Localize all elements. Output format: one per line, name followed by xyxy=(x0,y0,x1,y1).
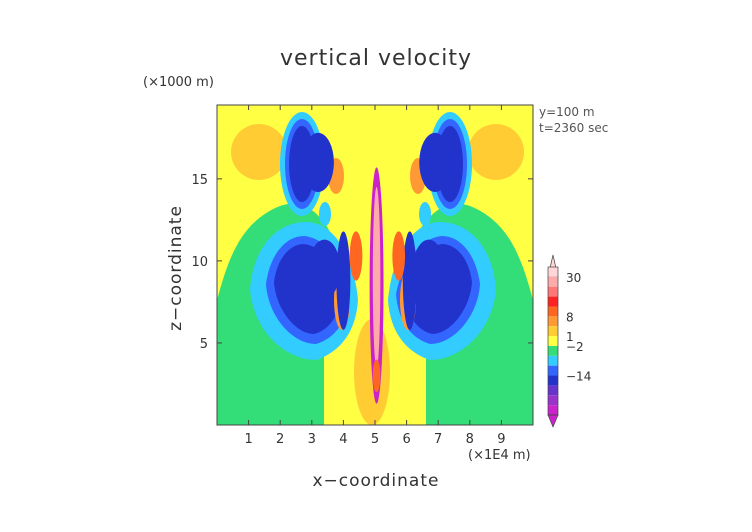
x-tick-label: 9 xyxy=(497,432,505,447)
cell-region-2 xyxy=(372,359,381,393)
x-tick-label: 5 xyxy=(371,432,379,447)
annotation-time: t=2360 sec xyxy=(539,121,609,135)
colorbar-level xyxy=(548,365,558,376)
colorbar-level xyxy=(548,326,558,337)
cell-region-7 xyxy=(308,239,341,299)
y-tick-label: 15 xyxy=(191,173,208,188)
y-tick-label: 10 xyxy=(191,255,208,270)
annotation-y-position: y=100 m xyxy=(539,105,595,119)
colorbar-level xyxy=(548,336,558,346)
colorbar-level xyxy=(548,345,558,356)
colorbar-level xyxy=(548,395,558,406)
x-tick-label: 7 xyxy=(434,432,442,447)
x-tick-label: 1 xyxy=(244,432,252,447)
colorbar-label: −2 xyxy=(566,340,584,354)
x-tick-label: 4 xyxy=(339,432,347,447)
colorbar-label: 30 xyxy=(566,271,581,285)
x-tick-label: 3 xyxy=(308,432,316,447)
x-tick-label: 6 xyxy=(402,432,410,447)
chart-title: vertical velocity xyxy=(279,46,472,71)
colorbar-level xyxy=(548,286,558,297)
cell-region-4 xyxy=(402,231,417,330)
cell-region-5 xyxy=(349,231,363,281)
cell-region-1 xyxy=(372,187,381,368)
colorbar-level xyxy=(548,267,558,277)
colorbar-level xyxy=(548,306,558,317)
cell-region-9 xyxy=(302,132,334,192)
colorbar-label: −14 xyxy=(566,370,591,384)
colorbar-level xyxy=(548,276,558,287)
x-axis-label: x−coordinate xyxy=(312,471,440,491)
y-axis: 5 10 15 xyxy=(191,173,533,352)
convective-cells xyxy=(302,132,451,404)
colorbar-label: 1 xyxy=(566,330,574,344)
x-axis-unit: (×1E4 m) xyxy=(468,448,531,463)
x-axis: 1 2 3 4 5 6 7 8 9 xyxy=(244,105,506,447)
x-tick-label: 8 xyxy=(466,432,474,447)
colorbar-level xyxy=(548,385,558,396)
colorbar-frame xyxy=(547,266,559,416)
cell-region-10 xyxy=(419,132,451,192)
colorbar-label: 8 xyxy=(566,310,574,324)
y-tick-label: 5 xyxy=(200,337,208,352)
x-tick-label: 2 xyxy=(276,432,284,447)
colorbar-level xyxy=(548,296,558,307)
colorbar-level xyxy=(548,405,558,415)
y-axis-unit: (×1000 m) xyxy=(143,75,214,90)
colorbar: 30 8 1−2 −14 xyxy=(547,254,591,428)
colorbar-bottom-arrow xyxy=(547,414,559,428)
colorbar-level xyxy=(548,316,558,327)
cell-region-6 xyxy=(392,231,406,281)
colorbar-level xyxy=(548,375,558,386)
colorbar-level xyxy=(548,355,558,366)
cell-region-8 xyxy=(412,239,445,299)
cell-region-3 xyxy=(336,231,351,330)
